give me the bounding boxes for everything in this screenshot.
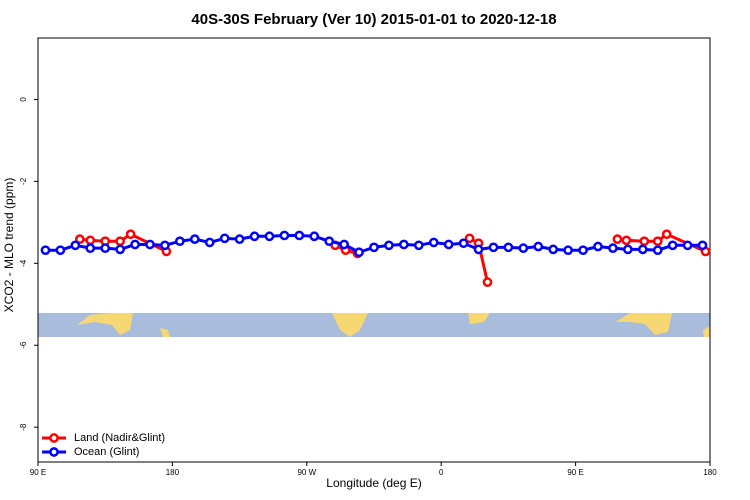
point xyxy=(548,244,559,255)
legend-label: Ocean (Glint) xyxy=(74,446,139,458)
point xyxy=(563,245,573,256)
point xyxy=(85,243,96,254)
point xyxy=(473,244,484,255)
legend-marker xyxy=(49,433,59,443)
point xyxy=(85,235,96,246)
x-tick-label: 0 xyxy=(439,468,444,477)
y-tick-label: -6 xyxy=(19,341,28,349)
point xyxy=(294,230,305,241)
point xyxy=(145,239,155,250)
y-tick-label: -8 xyxy=(19,423,28,431)
point xyxy=(324,236,335,247)
point xyxy=(623,244,633,255)
point xyxy=(413,240,424,251)
point xyxy=(249,231,260,242)
chart-title: 40S-30S February (Ver 10) 2015-01-01 to … xyxy=(191,11,556,28)
point xyxy=(125,229,136,240)
y-tick-label: -2 xyxy=(19,177,28,185)
point xyxy=(652,245,663,256)
y-tick-label: 0 xyxy=(19,97,28,102)
point xyxy=(652,236,663,247)
point xyxy=(160,240,170,251)
point xyxy=(55,245,66,256)
point xyxy=(339,239,349,250)
legend-marker xyxy=(49,447,59,457)
point xyxy=(503,242,514,253)
point xyxy=(115,244,125,255)
point xyxy=(608,243,618,254)
point xyxy=(115,236,125,247)
point xyxy=(399,239,409,250)
point xyxy=(219,233,230,244)
point xyxy=(458,238,469,249)
point xyxy=(661,229,672,240)
point xyxy=(637,244,648,255)
point xyxy=(518,243,529,254)
point xyxy=(482,277,493,288)
x-axis-label: Longitude (deg E) xyxy=(326,476,421,490)
point xyxy=(234,234,245,244)
y-axis-label: XCO2 - MLO trend (ppm) xyxy=(2,178,16,313)
point xyxy=(384,240,394,251)
point xyxy=(354,247,364,258)
point xyxy=(464,233,475,244)
point xyxy=(443,239,454,250)
point xyxy=(369,242,379,253)
point xyxy=(130,239,140,250)
point xyxy=(682,240,693,251)
point xyxy=(697,240,708,251)
point xyxy=(74,234,85,244)
x-tick-label: 180 xyxy=(703,468,717,477)
point xyxy=(667,240,678,251)
point xyxy=(533,241,544,252)
point xyxy=(621,235,632,246)
point xyxy=(593,241,603,252)
point xyxy=(100,243,111,254)
point xyxy=(279,230,290,241)
point xyxy=(264,231,275,242)
x-tick-label: 180 xyxy=(166,468,180,477)
point xyxy=(175,236,185,247)
x-tick-label: 90 W xyxy=(297,468,316,477)
point xyxy=(40,245,51,256)
map-strip xyxy=(38,313,710,337)
point xyxy=(309,231,320,242)
point xyxy=(578,245,588,256)
point xyxy=(189,234,200,244)
y-tick-label: -4 xyxy=(19,259,28,267)
legend-label: Land (Nadir&Glint) xyxy=(74,432,165,444)
x-tick-label: 90 E xyxy=(30,468,46,477)
point xyxy=(488,242,499,253)
point xyxy=(639,236,650,247)
point xyxy=(612,234,623,244)
x-tick-label: 90 E xyxy=(567,468,583,477)
point xyxy=(204,237,215,248)
point xyxy=(70,240,81,251)
point xyxy=(428,237,439,248)
